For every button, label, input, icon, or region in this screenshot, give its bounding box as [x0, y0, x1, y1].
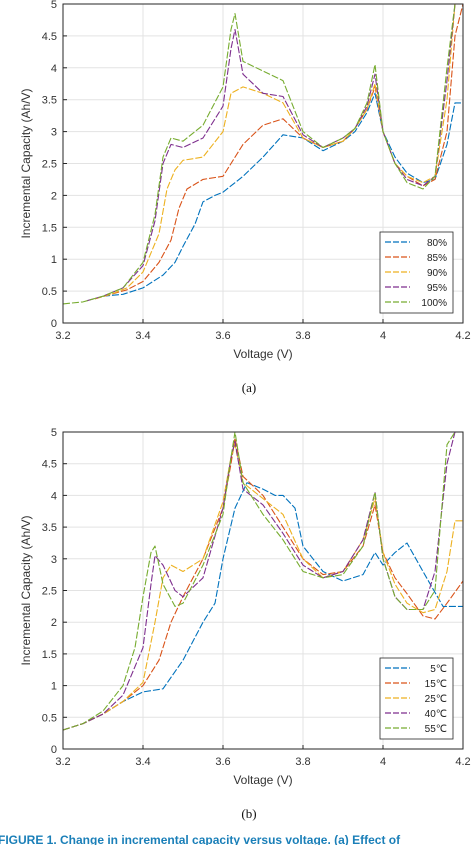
legend: 5℃ 15℃ 25℃ 40℃ 55℃	[379, 657, 454, 740]
y-tick-label: 4.5	[42, 459, 57, 471]
y-tick-label: 3.5	[42, 95, 57, 107]
x-tick-label: 4	[380, 756, 386, 768]
series-line-1	[62, 482, 463, 731]
y-tick-label: 4.5	[42, 31, 57, 43]
x-tick-label: 3.2	[55, 330, 70, 342]
x-tick-label: 4	[380, 330, 386, 342]
y-tick-label: 4	[51, 490, 57, 502]
x-tick-label: 3.2	[55, 756, 70, 768]
x-tick-label: 3.8	[295, 330, 310, 342]
x-tick-label: 3.6	[215, 756, 230, 768]
x-tick-label: 4.2	[455, 756, 470, 768]
y-tick-label: 1.5	[42, 222, 57, 234]
x-tick-label: 3.4	[135, 756, 150, 768]
legend-box	[379, 231, 454, 314]
series-line-5	[62, 3, 456, 305]
legend-label: 15℃	[425, 679, 447, 690]
y-tick-label: 2	[51, 617, 57, 629]
panel-label-b: (b)	[241, 806, 256, 821]
y-axis-label: Incremental Capacity (Ah/V)	[19, 88, 33, 238]
series-line-3	[94, 3, 456, 300]
legend-box	[379, 657, 454, 740]
legend: 80% 85% 90% 95% 100%	[379, 231, 454, 314]
y-axis-label: Incremental Capacity (Ah/V)	[19, 515, 33, 665]
legend-label: 80%	[427, 238, 447, 249]
legend-label: 55℃	[425, 724, 447, 735]
x-axis-label: Voltage (V)	[233, 773, 292, 787]
y-tick-label: 4	[51, 63, 57, 75]
x-axis-label: Voltage (V)	[233, 347, 292, 361]
series-line-2	[62, 437, 464, 731]
y-tick-label: 3.5	[42, 522, 57, 534]
y-tick-label: 0	[51, 744, 57, 756]
y-tick-label: 0.5	[42, 712, 57, 724]
x-tick-label: 4.2	[455, 330, 470, 342]
y-tick-label: 5	[51, 0, 57, 11]
panel-label-a: (a)	[242, 380, 256, 395]
legend-label: 40℃	[425, 709, 447, 720]
figure-caption: FIGURE 1. Change in incremental capacity…	[0, 833, 401, 845]
legend-label: 90%	[427, 268, 447, 279]
x-tick-label: 3.4	[135, 330, 150, 342]
y-tick-label: 1	[51, 681, 57, 693]
y-tick-label: 1	[51, 254, 57, 266]
chart-panel-a: 3.2 3.4 3.6 3.8 4 4.2 0 0.5 1 1.5 2 2.5 3 3.5 4 4.5 5 Vol…	[19, 0, 471, 361]
y-tick-label: 0.5	[42, 286, 57, 298]
legend-label: 100%	[421, 298, 447, 309]
legend-label: 95%	[427, 283, 447, 294]
x-tick-label: 3.8	[295, 756, 310, 768]
x-tick-label: 3.6	[215, 330, 230, 342]
legend-label: 25℃	[425, 694, 447, 705]
series-line-5	[62, 431, 456, 731]
y-tick-label: 2	[51, 190, 57, 202]
y-tick-label: 3	[51, 127, 57, 139]
y-tick-label: 2.5	[42, 159, 57, 171]
legend-label: 5℃	[430, 664, 447, 675]
series-line-3	[62, 444, 463, 731]
y-tick-label: 2.5	[42, 586, 57, 598]
legend-label: 85%	[427, 253, 447, 264]
y-tick-label: 5	[51, 427, 57, 439]
series-line-4	[86, 3, 456, 302]
y-tick-label: 0	[51, 318, 57, 330]
chart-panel-b: 3.2 3.4 3.6 3.8 4 4.2 0 0.5 1 1.5 2 2.5 3 3.5 4 4.5 5 Vol…	[19, 427, 471, 787]
y-tick-label: 1.5	[42, 649, 57, 661]
y-tick-label: 3	[51, 554, 57, 566]
